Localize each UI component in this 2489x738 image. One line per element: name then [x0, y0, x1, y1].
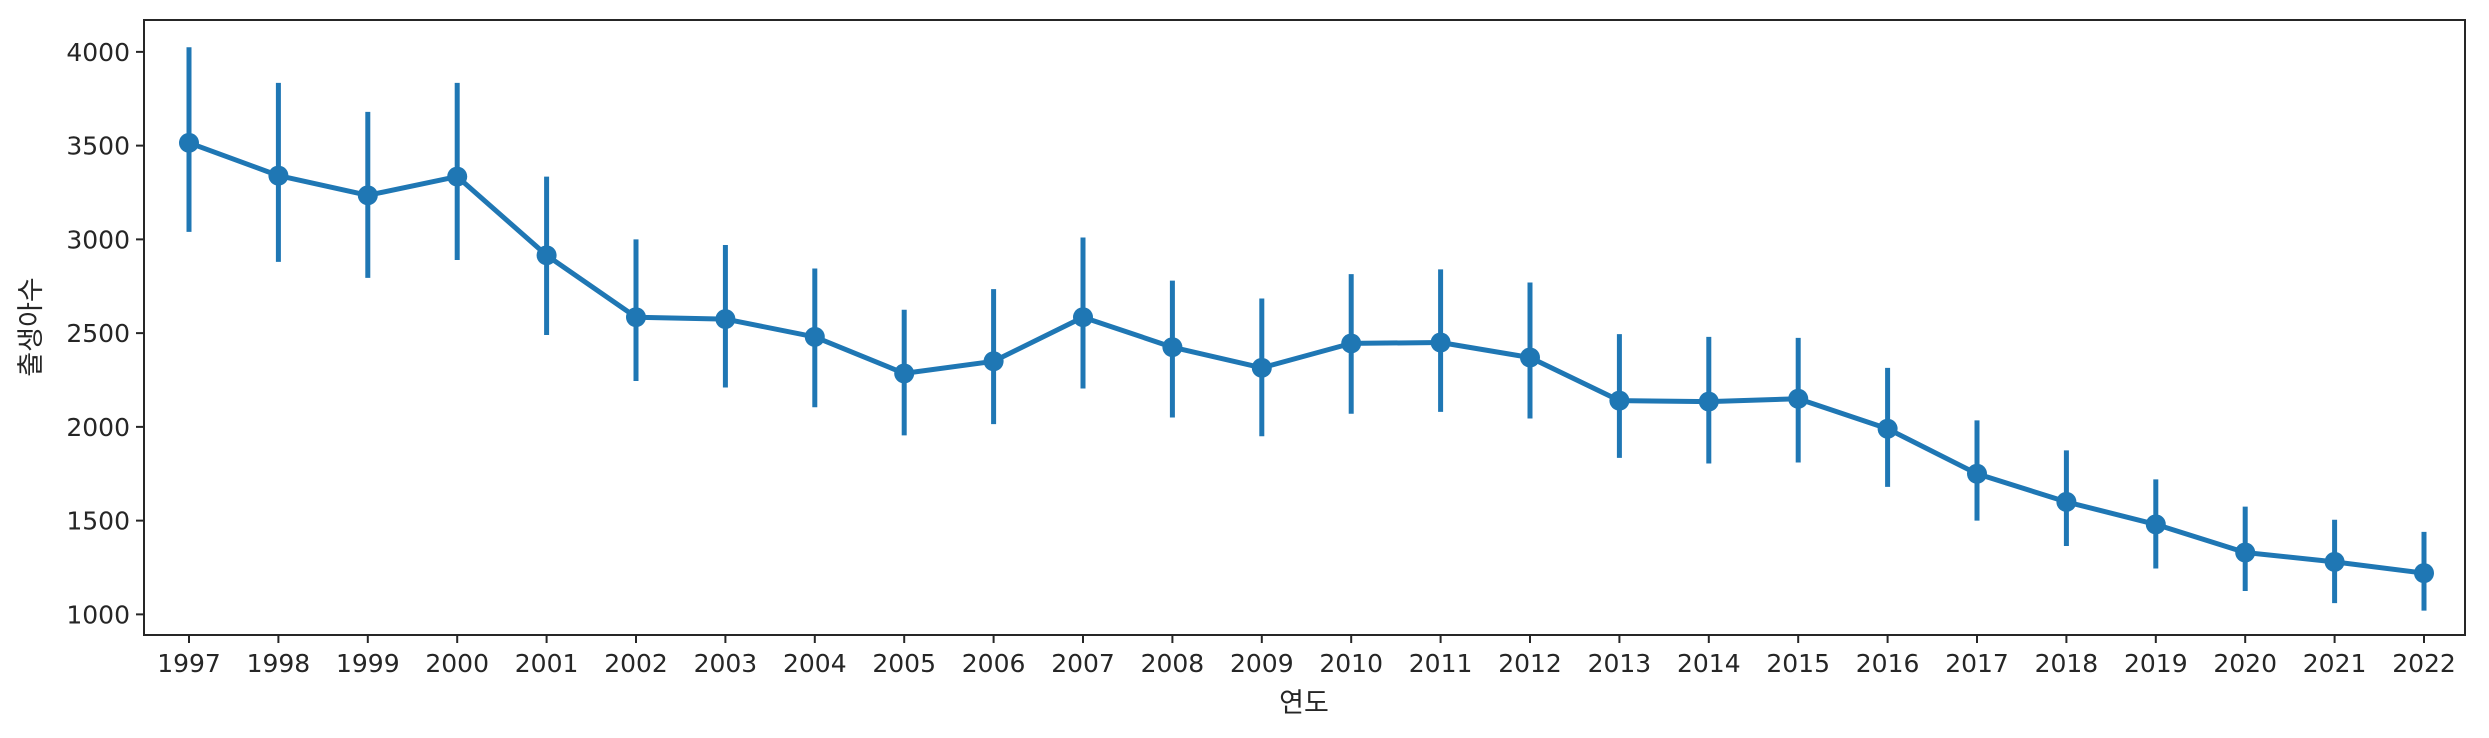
- x-tick-label: 2011: [1409, 649, 1473, 678]
- data-point: [1430, 332, 1451, 353]
- x-tick-label: 2003: [694, 649, 758, 678]
- plot-frame: [143, 19, 2466, 636]
- y-axis: 1000 1500 2000 2500 3000 3500 4000: [66, 38, 144, 629]
- x-tick-label: 2010: [1319, 649, 1383, 678]
- series-line: [186, 140, 2427, 576]
- x-tick-label: 2004: [783, 649, 847, 678]
- data-point: [2145, 514, 2166, 535]
- x-tick-label: 1999: [336, 649, 400, 678]
- data-point: [2324, 551, 2345, 572]
- x-tick-label: 2006: [962, 649, 1026, 678]
- y-tick-label: 2500: [66, 319, 130, 348]
- x-tick-label: 2009: [1230, 649, 1294, 678]
- data-point: [357, 185, 378, 206]
- data-point: [1162, 337, 1183, 358]
- data-point: [1609, 390, 1630, 411]
- data-point: [1788, 388, 1809, 409]
- data-point: [2414, 563, 2434, 584]
- x-tick-label: 2017: [1945, 649, 2009, 678]
- y-tick-label: 1000: [66, 600, 130, 629]
- data-point: [1520, 347, 1540, 368]
- data-point: [2235, 542, 2256, 563]
- x-tick-label: 2008: [1141, 649, 1205, 678]
- x-tick-label: 2002: [604, 649, 668, 678]
- y-tick-label: 4000: [66, 38, 130, 67]
- data-point: [447, 166, 468, 187]
- x-tick-label: 2012: [1498, 649, 1562, 678]
- x-tick-label: 2020: [2213, 649, 2277, 678]
- x-tick-label: 2007: [1051, 649, 1115, 678]
- data-point: [536, 245, 557, 266]
- data-point: [179, 132, 199, 153]
- y-tick-label: 3000: [66, 225, 130, 254]
- x-tick-label: 2001: [515, 649, 579, 678]
- x-tick-label: 2000: [425, 649, 489, 678]
- x-tick-label: 2016: [1856, 649, 1920, 678]
- data-point: [1877, 418, 1898, 439]
- y-axis-label: 출생아수: [16, 277, 47, 376]
- x-tick-label: 2014: [1677, 649, 1741, 678]
- data-point: [1073, 307, 1093, 328]
- data-point: [804, 326, 825, 347]
- y-tick-label: 1500: [66, 507, 130, 536]
- data-point: [268, 165, 289, 186]
- x-tick-label: 2018: [2035, 649, 2099, 678]
- data-point: [626, 307, 646, 328]
- data-point: [983, 351, 1004, 372]
- x-tick-label: 2021: [2303, 649, 2367, 678]
- x-tick-label: 2013: [1588, 649, 1652, 678]
- x-axis-label: 연도: [1279, 688, 1329, 719]
- x-tick-label: 2005: [872, 649, 936, 678]
- data-point: [715, 309, 736, 330]
- data-point: [1967, 463, 1987, 484]
- data-point: [1698, 391, 1719, 412]
- x-tick-label: 2022: [2392, 649, 2456, 678]
- data-point: [2056, 491, 2077, 512]
- data-point: [894, 363, 915, 384]
- data-point: [1251, 357, 1272, 378]
- x-tick-label: 1997: [157, 649, 221, 678]
- y-tick-label: 2000: [66, 413, 130, 442]
- data-point: [1341, 333, 1362, 354]
- x-tick-label: 2015: [1766, 649, 1830, 678]
- x-tick-label: 2019: [2124, 649, 2188, 678]
- x-axis: 1997 1998 1999 2000 2001 2002 2003 2004 2005 2006…: [157, 635, 2456, 678]
- y-tick-label: 3500: [66, 132, 130, 161]
- x-tick-label: 1998: [247, 649, 311, 678]
- plot-area: [179, 47, 2434, 611]
